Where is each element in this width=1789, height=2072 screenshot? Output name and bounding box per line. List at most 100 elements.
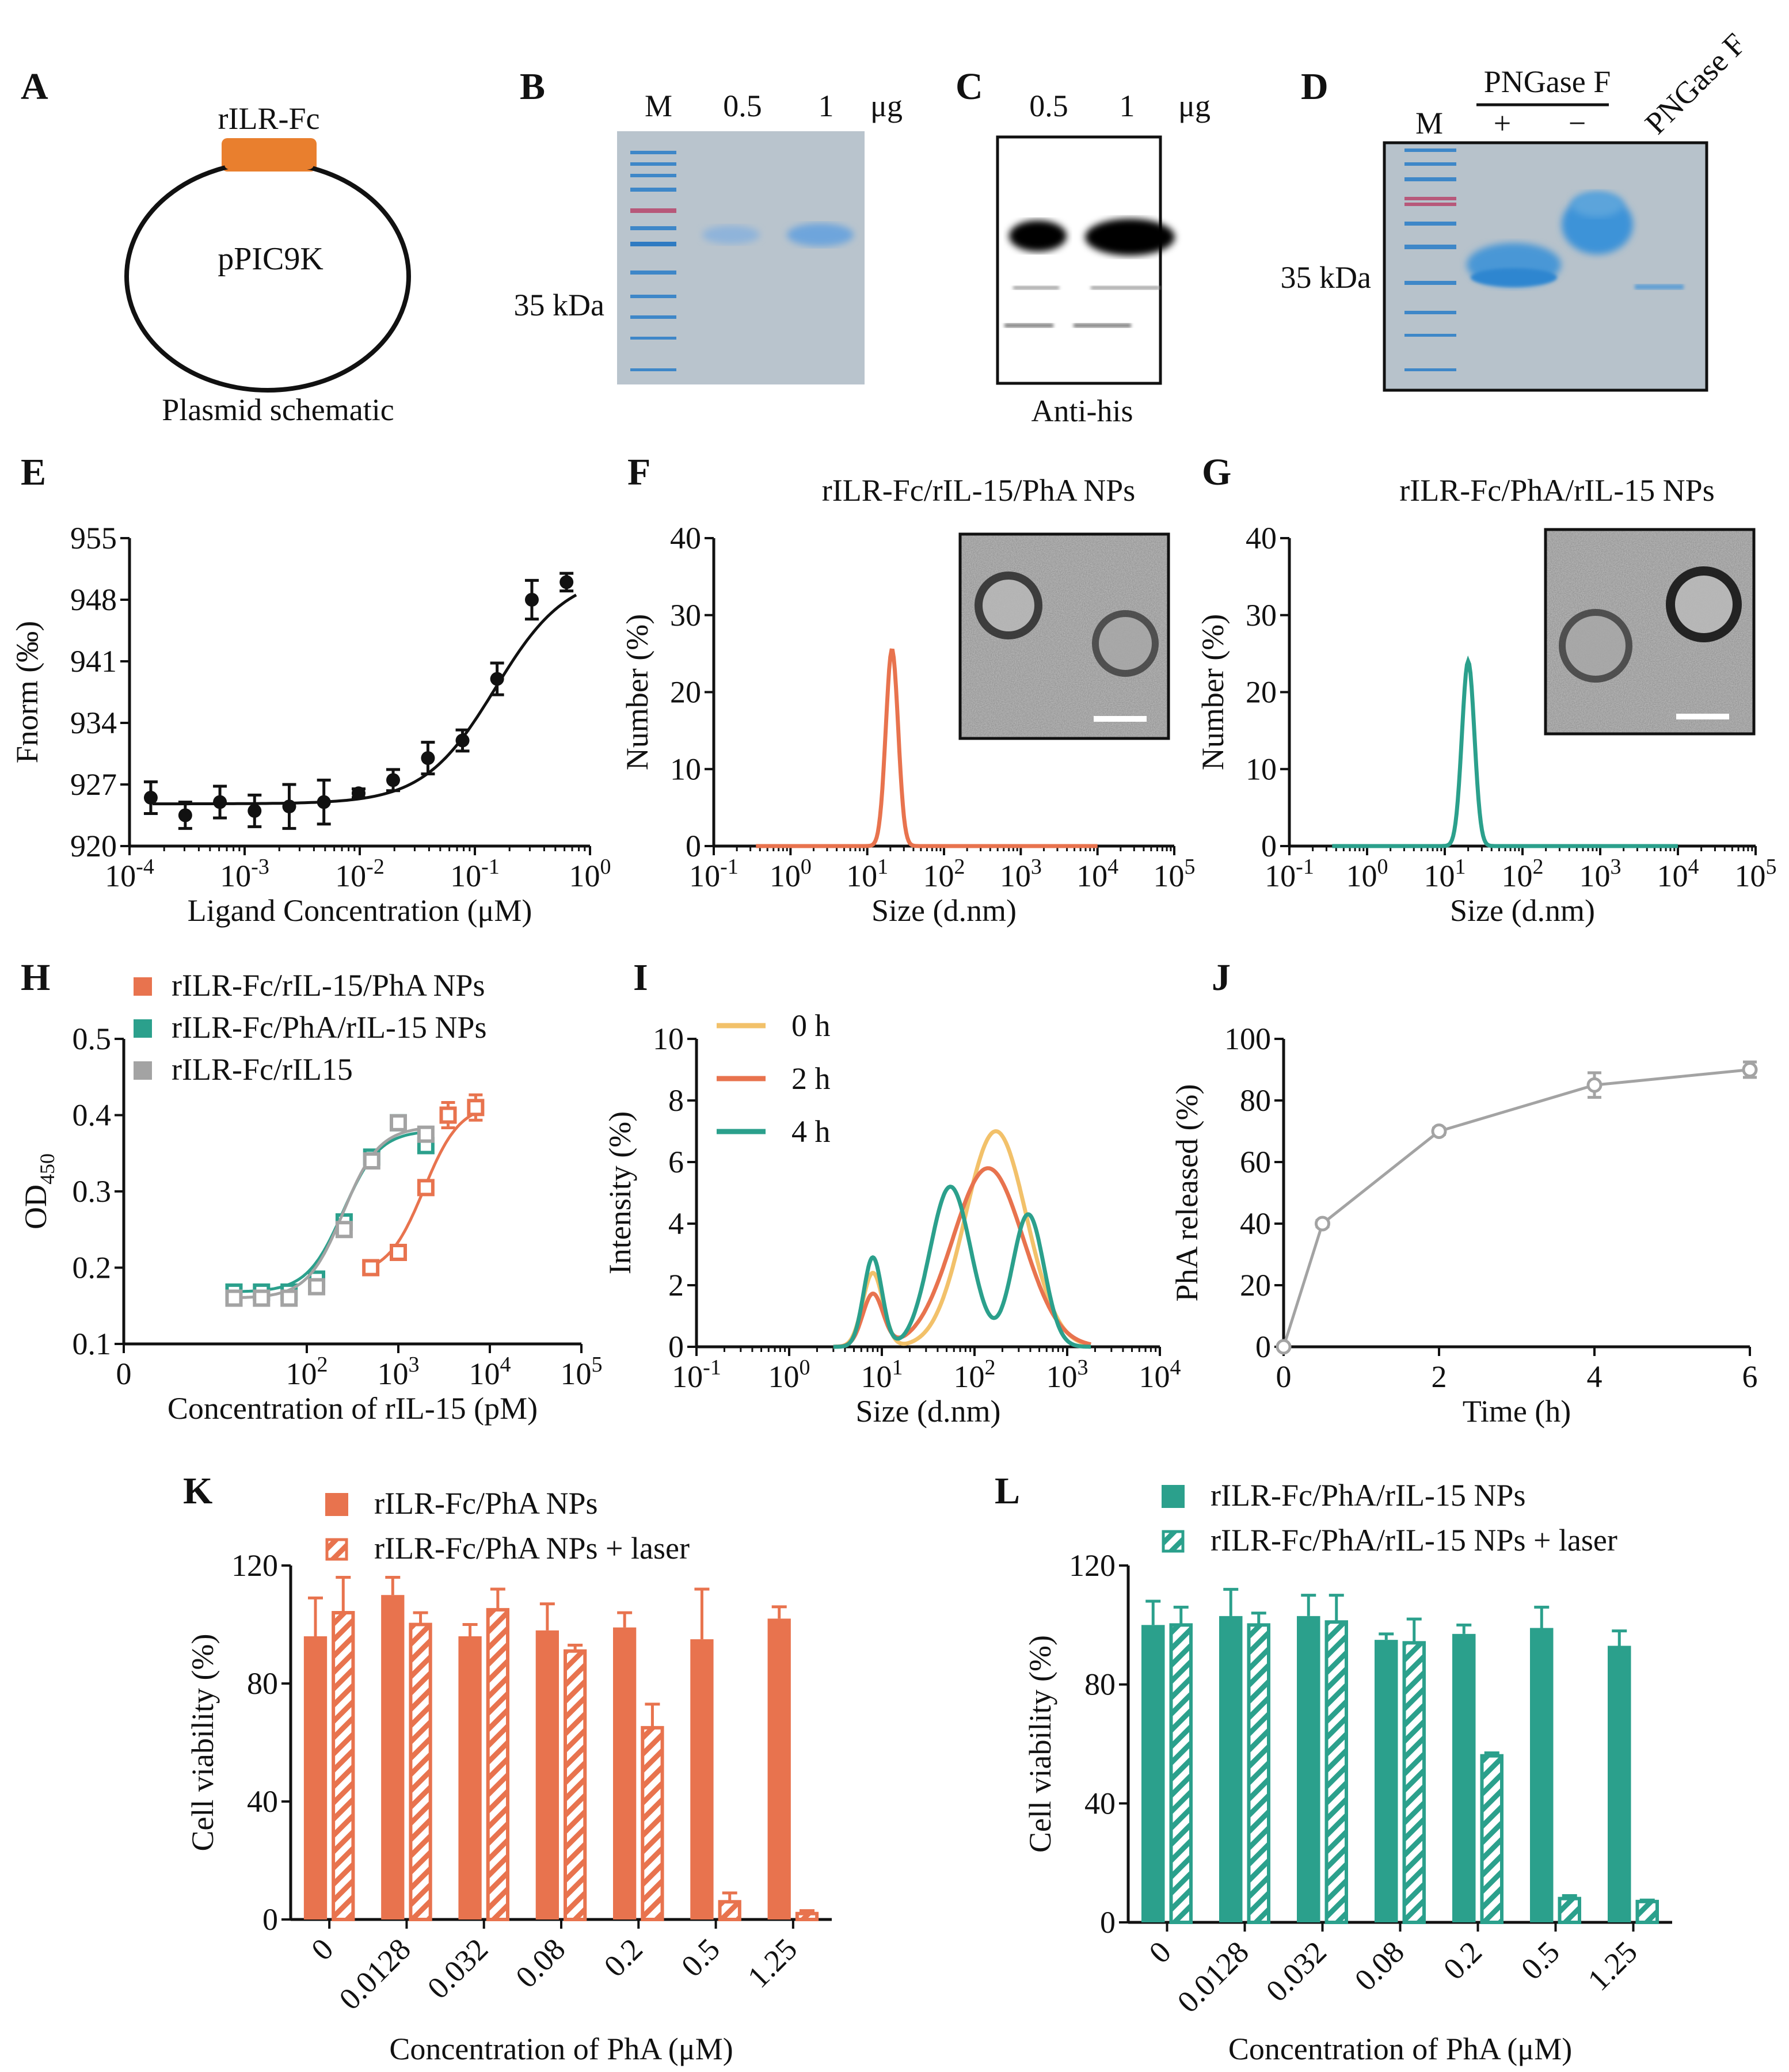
y-axis-label: Cell viability (%) [1023,1635,1057,1853]
data-point [213,795,227,809]
minus-label: − [1569,106,1586,140]
insert-label: rILR-Fc [218,101,320,136]
bar [1141,1625,1165,1922]
data-point [417,1125,435,1143]
tick-exponent: 3 [1078,1355,1088,1380]
bar [1169,1623,1193,1924]
panel-b: B M 0.5 1 μg 35 kDa [514,66,903,384]
tem-inset-f [958,532,1170,740]
tick-base: 10 [286,1357,317,1391]
chart-title: rILR-Fc/PhA/rIL-15 NPs [1399,473,1714,508]
x-tick-label: 1.25 [1581,1934,1644,1997]
legend-swatch [1162,1485,1185,1508]
legend-label: rILR-Fc/PhA/rIL-15 NPs [1211,1478,1525,1513]
tick-exponent: 1 [892,1355,903,1380]
data-point [308,1278,326,1296]
panel-d: D PNGase F + − M PNGase F 35 kDa [1281,26,1752,392]
tick-exponent: -1 [703,1355,721,1380]
legend-swatch [134,1019,152,1038]
y-tick-label: 60 [1240,1145,1271,1179]
data-point [467,1099,485,1117]
bar [1402,1641,1426,1924]
data-point [421,751,435,765]
plasmid-caption: Plasmid schematic [162,393,394,427]
data-point [1431,1123,1447,1139]
panel-letter-k: K [183,1470,212,1512]
tick-base: 10 [450,859,481,893]
y-tick-label: 30 [1246,598,1277,633]
x-tick-label: 102 [923,855,965,893]
x-tick-label: 103 [378,1353,420,1391]
data-point [335,1221,353,1239]
data-point [524,593,539,607]
x-axis-label: Size (d.nm) [1450,893,1595,928]
y-label-main: OD [18,1184,53,1229]
data-point [417,1179,435,1197]
bar [690,1639,714,1919]
x-tick-label: 105 [1154,855,1196,893]
tick-exponent: -1 [1296,855,1314,879]
blot-c [996,135,1162,385]
y-tick-label: 40 [1084,1786,1116,1820]
x-tick-label: 10-2 [335,855,385,893]
marker-ladder-b [630,151,676,371]
y-tick-label: 10 [670,752,701,786]
x-tick-label: 0.0128 [1171,1934,1255,2019]
tick-base: 10 [220,859,251,893]
x-tick-label: 102 [286,1353,328,1391]
x-tick-label: 10-1 [672,1355,721,1394]
y-tick-label: 934 [70,706,117,740]
panel-letter-g: G [1202,451,1231,493]
data-point [1315,1216,1330,1232]
panel-letter-b: B [520,66,545,108]
bar [1635,1899,1659,1924]
y-tick-label: 4 [668,1206,684,1241]
y-tick-label: 20 [670,675,701,710]
tick-exponent: 0 [801,855,812,879]
x-tick-label: 103 [1579,855,1621,893]
band-d-enzyme [1635,284,1684,290]
tick-exponent: -1 [481,855,500,879]
y-tick-label: 0.5 [73,1022,112,1056]
y-tick-label: 40 [1246,521,1277,555]
tick-base: 10 [923,859,954,893]
x-tick-label: 103 [1046,1355,1088,1394]
mw-label-d: 35 kDa [1281,260,1371,295]
x-axis-label: Concentration of PhA (μM) [1228,2032,1572,2066]
data-point [1276,1339,1292,1355]
data-point [282,799,296,814]
plus-label: + [1494,106,1511,140]
bar [332,1611,355,1921]
x-tick-label: 101 [846,855,888,893]
tick-exponent: 1 [1455,855,1466,879]
chart-h: 0 102 103 104 1050.10.20.30.40.5Concentratio… [18,968,603,1426]
panel-c: C 0.5 1 μg Anti-his [956,66,1211,428]
data-point [390,1244,407,1261]
legend-label: rILR-Fc/PhA NPs [374,1486,598,1521]
bar [535,1630,559,1919]
tick-exponent: 2 [954,855,965,879]
tick-base: 10 [1154,859,1185,893]
x-tick-label: 0.2 [1437,1934,1489,1986]
x-tick-label: 105 [561,1353,603,1391]
x-axis-label: Time (h) [1463,1394,1571,1429]
data-point [386,773,401,787]
band-b-1 [787,223,854,246]
enzyme-lane-label: PNGase F [1638,26,1752,140]
x-tick-label: 0.5 [1514,1934,1566,1986]
y-tick-label: 20 [1246,675,1277,710]
legend-swatch [1162,1530,1185,1553]
panel-letter-d: D [1301,66,1329,108]
tick-base: 10 [561,1357,592,1391]
bar [381,1595,405,1919]
lane-label-1: 1 [819,89,834,123]
y-tick-label: 20 [1240,1268,1271,1302]
y-tick-label: 0.3 [73,1174,112,1209]
bar [1297,1616,1320,1922]
y-tick-label: 80 [1240,1083,1271,1118]
tick-base: 10 [1346,859,1377,893]
x-tick-label: 10-1 [450,855,500,893]
x-tick-label: 10-1 [1265,855,1314,893]
tick-exponent: 5 [592,1353,603,1377]
